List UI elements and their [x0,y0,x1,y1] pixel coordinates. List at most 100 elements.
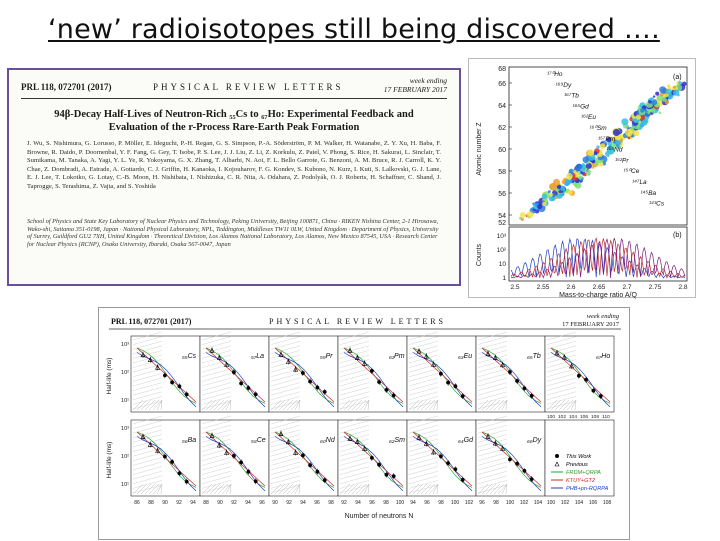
this-work-point [370,456,374,460]
hatch-line [408,382,439,391]
hatch-line [132,382,163,391]
hatch-line [132,391,163,400]
element-label: ₆₆Dy [527,437,542,444]
z-tick-label: 60 [498,147,506,154]
legend-label: Previous [566,462,588,468]
hatch-line [201,387,232,396]
x-tick-label: 88 [203,500,209,506]
this-work-point [577,373,581,378]
hatch-line [205,483,217,495]
hatch-line [136,483,148,495]
previous-point [347,347,353,353]
this-work-point [315,469,320,474]
hatch-line [408,373,439,382]
hatch-line [481,399,493,411]
y-tick-label: 10² [121,370,129,376]
halflife-panel: ₅₉Pr [268,331,339,413]
hatch-line [477,400,508,410]
heatmap-point [520,217,524,221]
hatch-line [420,399,432,411]
x-tick-label: 98 [328,500,334,506]
theory-curve [343,436,404,492]
theory-curve [274,352,335,408]
this-work-point [246,469,251,474]
theory-curve [481,431,542,488]
hatch-line [339,475,370,484]
this-work-point [308,379,312,384]
this-work-point [239,381,244,386]
hatch-line [546,391,577,400]
hatch-line [201,434,232,443]
previous-point [224,449,230,455]
hatch-line [477,331,508,341]
hatch-line [343,399,355,411]
hatch-line [408,415,439,425]
hatch-line [485,399,497,411]
heatmap-point [585,162,592,169]
hatch-line [477,438,508,448]
x-tick-label: 86 [134,500,140,506]
hatch-line [367,483,370,495]
isotope-label: ¹⁶²Eu [581,114,596,121]
heatmap-point [560,185,565,191]
hatch-line [221,483,232,495]
heatmap-point [549,192,553,197]
hatch-line [132,457,163,466]
this-work-point [253,479,258,484]
previous-point [431,449,437,455]
this-work-point [384,388,389,392]
x-tick-label: 98 [383,500,389,506]
x-tick-label: 92 [231,500,237,506]
hatch-line [351,399,363,411]
hatch-line [201,452,232,461]
hatch-line [477,364,508,373]
hatch-line [270,471,301,480]
this-work-point [177,384,182,389]
hatch-line [432,483,439,495]
isotope-label: ¹⁷⁰Ho [547,71,563,78]
hatch-line [408,443,439,452]
previous-point [347,435,353,441]
heatmap-point [581,163,585,167]
heatmap-point [607,146,615,155]
this-work-point [522,468,527,473]
hatch-line [339,471,370,480]
this-work-point [598,394,603,398]
hatch-line [477,461,508,471]
hatch-line [339,382,370,391]
hatch-line [205,399,217,411]
hatch-line [477,443,508,452]
hatch-line [201,448,232,457]
x-tick-label: 96 [259,500,265,506]
hatch-line [477,434,508,443]
this-work-point [453,467,458,472]
hatch-line [477,475,508,484]
halflife-panel: ₆₂Sm [337,415,408,497]
hatch-line [546,345,577,354]
hatch-line [359,483,370,495]
x-tick-label: 96 [479,500,485,506]
x-tick-label: 90 [162,500,168,506]
hatch-line [408,341,439,350]
hatch-line [408,336,439,345]
hatch-line [132,480,163,489]
hatch-line [132,475,163,484]
hatch-line [359,399,370,411]
heatmap-point [573,170,577,173]
hatch-line [201,466,232,475]
hatch-line [156,483,163,495]
fig-date-line1: week ending [587,313,620,320]
halflife-panel: ₆₄Gd [406,415,477,497]
x-axis-label: Mass-to-charge ratio A/Q [559,292,637,299]
hatch-line [213,399,225,411]
hatch-line [562,399,574,411]
previous-point [155,447,161,453]
hatch-line [140,483,152,495]
this-work-point [460,477,465,482]
heatmap-point [640,108,645,113]
x-tick-label: 92 [176,500,182,506]
element-label: ₆₅Tb [527,353,541,360]
hatch-line [408,345,439,354]
x-tick-label: 102 [465,500,474,506]
x-tick-label: 110 [602,414,610,420]
